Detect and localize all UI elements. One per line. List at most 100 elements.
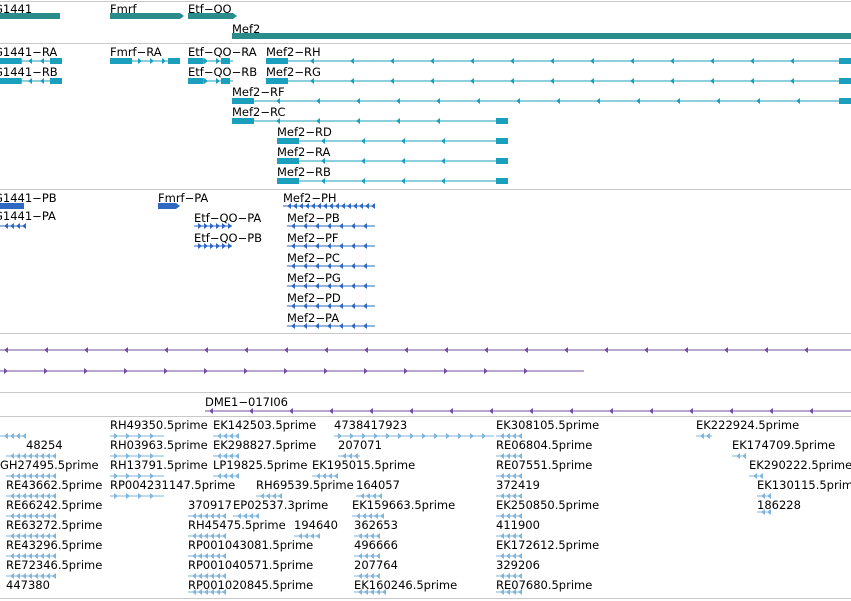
est-label[interactable]: GH27495.5prime	[0, 458, 99, 472]
transcript-label[interactable]: Mef2−RC	[232, 105, 286, 119]
gene-label[interactable]: Etf−QO	[188, 2, 232, 16]
gene-label[interactable]: Fmrf	[110, 2, 137, 16]
feature-glyph[interactable]	[209, 431, 241, 441]
est-label[interactable]: RH49350.5prime	[110, 418, 208, 432]
feature-glyph[interactable]	[184, 11, 237, 21]
feature-glyph[interactable]	[228, 96, 851, 106]
feature-glyph[interactable]	[0, 56, 66, 66]
feature-glyph[interactable]	[492, 531, 524, 541]
feature-glyph[interactable]	[2, 531, 58, 541]
feature-glyph[interactable]	[228, 116, 512, 126]
feature-glyph[interactable]	[283, 261, 379, 271]
feature-glyph[interactable]	[2, 491, 58, 501]
feature-glyph[interactable]	[492, 471, 524, 481]
feature-glyph[interactable]	[492, 571, 524, 581]
transcript-label[interactable]: Mef2−RD	[277, 125, 332, 139]
est-label[interactable]: 447380	[6, 578, 50, 592]
feature-glyph[interactable]	[0, 345, 851, 355]
est-label[interactable]: RE43662.5prime	[6, 478, 103, 492]
feature-glyph[interactable]	[2, 451, 58, 461]
est-label[interactable]: LP19825.5prime	[213, 458, 308, 472]
est-label[interactable]: RH03963.5prime	[110, 438, 208, 452]
feature-glyph[interactable]	[283, 321, 379, 331]
est-label[interactable]: EK195015.5prime	[312, 458, 416, 472]
feature-glyph[interactable]	[106, 56, 184, 66]
feature-glyph[interactable]	[279, 201, 379, 211]
feature-glyph[interactable]	[753, 491, 771, 501]
transcript-label[interactable]: Mef2−RF	[232, 85, 285, 99]
feature-glyph[interactable]	[728, 451, 746, 461]
est-label[interactable]: 48254	[26, 438, 63, 452]
protein-label[interactable]: Fmrf−PA	[158, 191, 209, 205]
est-label[interactable]: RH45475.5prime	[188, 518, 286, 532]
feature-glyph[interactable]	[0, 366, 588, 376]
feature-glyph[interactable]	[492, 587, 524, 597]
protein-label[interactable]: Etf−QO−PA	[194, 211, 262, 225]
feature-glyph[interactable]	[106, 471, 168, 481]
est-label[interactable]: RP001043081.5prime	[188, 538, 314, 552]
feature-glyph[interactable]	[184, 587, 230, 597]
est-label[interactable]: RE66242.5prime	[6, 498, 103, 512]
feature-glyph[interactable]	[350, 531, 382, 541]
feature-glyph[interactable]	[184, 531, 230, 541]
feature-glyph[interactable]	[492, 451, 524, 461]
est-label[interactable]: EK250850.5prime	[496, 498, 600, 512]
feature-glyph[interactable]	[229, 511, 261, 521]
protein-label[interactable]: Mef2−PH	[283, 191, 337, 205]
feature-glyph[interactable]	[492, 551, 524, 561]
feature-glyph[interactable]	[350, 551, 382, 561]
feature-glyph[interactable]	[209, 451, 241, 461]
est-label[interactable]: 164057	[356, 478, 400, 492]
protein-label[interactable]: Mef2−PB	[287, 211, 340, 225]
est-label[interactable]: RP001040571.5prime	[188, 558, 314, 572]
feature-glyph[interactable]	[0, 221, 28, 231]
feature-glyph[interactable]	[209, 471, 241, 481]
feature-glyph[interactable]	[283, 241, 379, 251]
feature-glyph[interactable]	[184, 76, 237, 86]
feature-glyph[interactable]	[283, 281, 379, 291]
est-label[interactable]: RP004231147.5prime	[110, 478, 236, 492]
feature-glyph[interactable]	[350, 571, 382, 581]
feature-glyph[interactable]	[0, 76, 66, 86]
feature-glyph[interactable]	[0, 431, 28, 441]
protein-label[interactable]: Etf−QO−PB	[194, 231, 263, 245]
est-label[interactable]: 496666	[354, 538, 398, 552]
feature-glyph[interactable]	[184, 571, 230, 581]
transcript-label[interactable]: Etf−QO−RA	[188, 45, 257, 59]
feature-glyph[interactable]	[273, 156, 512, 166]
feature-glyph[interactable]	[283, 301, 379, 311]
transcript-label[interactable]: Mef2−RA	[277, 145, 331, 159]
feature-glyph[interactable]	[184, 551, 230, 561]
gene-label[interactable]: G1441	[0, 2, 33, 16]
feature-glyph[interactable]	[154, 201, 180, 211]
feature-glyph[interactable]	[330, 431, 498, 441]
feature-glyph[interactable]	[106, 491, 168, 501]
transcript-label[interactable]: Mef2−RB	[277, 165, 331, 179]
feature-glyph[interactable]	[0, 201, 28, 211]
est-label[interactable]: EK142503.5prime	[213, 418, 317, 432]
feature-glyph[interactable]	[492, 431, 524, 441]
transcript-label[interactable]: Etf−QO−RB	[188, 65, 258, 79]
est-label[interactable]: 194640	[294, 518, 338, 532]
est-label[interactable]: EK130115.5prime	[757, 478, 851, 492]
feature-glyph[interactable]	[2, 511, 58, 521]
est-label[interactable]: RP001020845.5prime	[188, 578, 314, 592]
est-label[interactable]: RH69539.5prime	[256, 478, 354, 492]
est-label[interactable]: EK160246.5prime	[354, 578, 458, 592]
est-label[interactable]: RE72346.5prime	[6, 558, 103, 572]
est-label[interactable]: EK222924.5prime	[696, 418, 800, 432]
feature-glyph[interactable]	[348, 511, 386, 521]
protein-label[interactable]: Mef2−PD	[287, 291, 341, 305]
est-label[interactable]: RE63272.5prime	[6, 518, 103, 532]
feature-glyph[interactable]	[262, 56, 851, 66]
est-label[interactable]: 186228	[757, 498, 801, 512]
est-label[interactable]: EK290222.5prime	[749, 458, 851, 472]
est-label[interactable]: RE07551.5prime	[496, 458, 593, 472]
est-label[interactable]: 329206	[496, 558, 540, 572]
est-label[interactable]: EK174709.5prime	[732, 438, 836, 452]
feature-glyph[interactable]	[190, 221, 236, 231]
transcript-label[interactable]: Fmrf−RA	[110, 45, 162, 59]
est-label[interactable]: 362653	[354, 518, 398, 532]
feature-glyph[interactable]	[106, 11, 184, 21]
feature-glyph[interactable]	[2, 571, 58, 581]
